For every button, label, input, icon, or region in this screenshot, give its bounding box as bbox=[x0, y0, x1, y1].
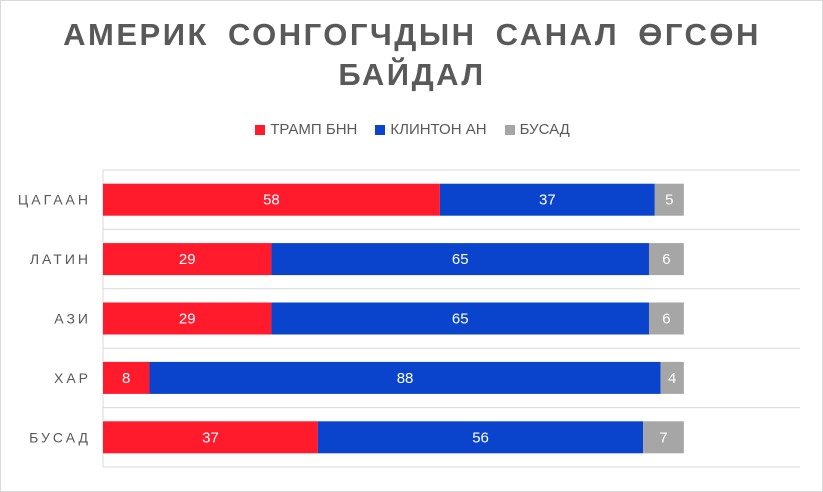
data-label: 6 bbox=[662, 311, 670, 328]
data-label: 56 bbox=[472, 429, 489, 446]
legend: ТРАМП БНН КЛИНТОН АН БУСАД bbox=[1, 121, 823, 138]
legend-item-other: БУСАД bbox=[504, 121, 570, 138]
bar-segment bbox=[103, 243, 272, 276]
legend-label-other: БУСАД bbox=[519, 121, 570, 138]
data-label: 6 bbox=[662, 251, 670, 268]
bar-segment bbox=[103, 183, 440, 216]
bar-segment bbox=[271, 302, 649, 335]
bar-segment bbox=[271, 243, 649, 276]
data-label: 58 bbox=[263, 192, 280, 209]
data-label: 8 bbox=[122, 370, 130, 387]
category-label: ЛАТИН bbox=[30, 251, 91, 267]
data-label: 88 bbox=[397, 370, 414, 387]
bar-segment bbox=[103, 421, 318, 454]
legend-item-clinton: КЛИНТОН АН bbox=[375, 121, 487, 138]
legend-swatch-clinton bbox=[375, 124, 386, 135]
category-label: АЗИ bbox=[54, 311, 91, 327]
legend-swatch-trump bbox=[255, 124, 266, 135]
legend-item-trump: ТРАМП БНН bbox=[255, 121, 357, 138]
data-label: 5 bbox=[665, 192, 673, 209]
data-label: 37 bbox=[539, 192, 556, 209]
data-label: 4 bbox=[668, 370, 676, 387]
data-label: 29 bbox=[179, 251, 196, 268]
data-label: 65 bbox=[452, 251, 469, 268]
bar-segment bbox=[643, 421, 684, 454]
bar-segment bbox=[103, 361, 150, 394]
data-label: 65 bbox=[452, 311, 469, 328]
data-label: 7 bbox=[659, 429, 667, 446]
legend-swatch-other bbox=[504, 124, 515, 135]
bar-segment bbox=[648, 243, 684, 276]
legend-label-clinton: КЛИНТОН АН bbox=[390, 121, 487, 138]
data-label: 37 bbox=[202, 429, 219, 446]
bar-segment bbox=[654, 183, 684, 216]
data-label: 29 bbox=[179, 311, 196, 328]
category-label: ХАР bbox=[54, 370, 91, 386]
bar-segment bbox=[648, 302, 684, 335]
bar-segment bbox=[660, 361, 684, 394]
category-label: БУСАД bbox=[29, 429, 91, 445]
bar-segment bbox=[149, 361, 661, 394]
bar-segment bbox=[103, 302, 272, 335]
bar-segment bbox=[439, 183, 655, 216]
chart-title: АМЕРИК СОНГОГЧДЫН САНАЛ ӨГСӨН БАЙДАЛ bbox=[63, 17, 761, 92]
bar-segment bbox=[317, 421, 644, 454]
legend-label-trump: ТРАМП БНН bbox=[270, 121, 358, 138]
category-label: ЦАГААН bbox=[18, 192, 91, 208]
